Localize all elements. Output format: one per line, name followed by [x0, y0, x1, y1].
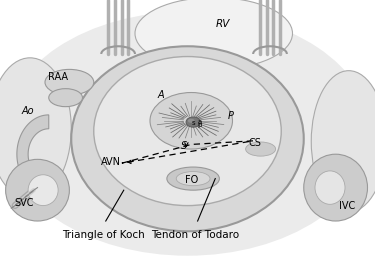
Text: SVC: SVC [15, 198, 34, 208]
Text: S: S [181, 142, 187, 151]
Ellipse shape [167, 167, 219, 190]
Text: AVN: AVN [100, 157, 121, 167]
Text: A: A [158, 90, 165, 100]
Text: FO: FO [184, 175, 198, 185]
Ellipse shape [45, 69, 94, 95]
Text: RAA: RAA [48, 72, 68, 82]
Ellipse shape [135, 0, 292, 69]
Text: Ao: Ao [22, 106, 34, 115]
Ellipse shape [315, 171, 345, 204]
Text: P: P [228, 111, 234, 121]
Text: RV: RV [216, 20, 230, 29]
Text: IVC: IVC [339, 201, 355, 210]
Ellipse shape [311, 71, 375, 212]
Ellipse shape [150, 93, 232, 149]
Ellipse shape [49, 89, 82, 107]
Ellipse shape [0, 58, 71, 199]
Ellipse shape [6, 159, 69, 221]
Ellipse shape [188, 119, 195, 123]
Ellipse shape [4, 12, 371, 256]
Text: Tendon of Todaro: Tendon of Todaro [151, 230, 239, 240]
Ellipse shape [94, 57, 281, 206]
Ellipse shape [246, 142, 276, 156]
Text: s: s [191, 120, 195, 126]
Ellipse shape [71, 46, 304, 231]
Text: Triangle of Koch: Triangle of Koch [62, 230, 144, 240]
Ellipse shape [304, 154, 368, 221]
Polygon shape [17, 115, 49, 192]
Text: a: a [198, 118, 202, 125]
Ellipse shape [176, 172, 210, 186]
Ellipse shape [186, 117, 200, 127]
Text: p: p [198, 122, 202, 128]
Text: CS: CS [249, 138, 261, 148]
Ellipse shape [28, 175, 58, 206]
